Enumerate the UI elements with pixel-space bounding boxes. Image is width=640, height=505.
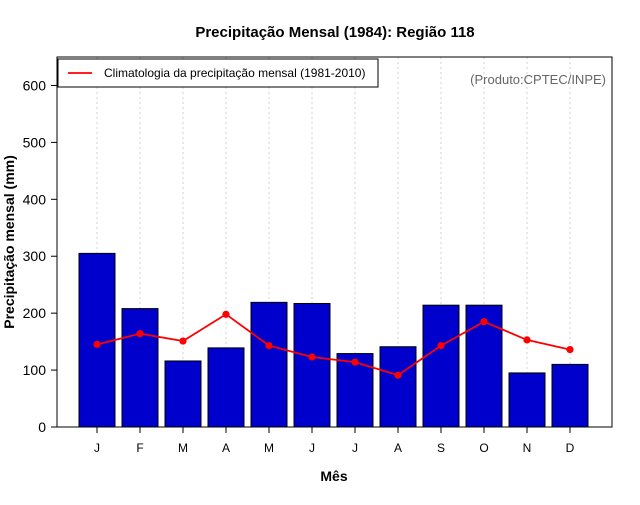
x-tick-label: M [178,441,188,455]
climatology-point [136,330,144,338]
chart-title: Precipitação Mensal (1984): Região 118 [195,24,474,41]
climatology-point [523,336,531,344]
y-tick-label: 400 [23,191,47,207]
x-tick-label: J [352,441,358,455]
bar-M [250,301,288,428]
x-tick-label: J [94,441,100,455]
x-tick-label: N [523,441,532,455]
x-tick-label: A [394,441,402,455]
bar-J [293,302,331,428]
climatology-point [222,310,230,318]
bar-M [164,360,202,428]
x-tick-label: A [222,441,230,455]
x-tick-label: J [309,441,315,455]
source-annotation: (Produto:CPTEC/INPE) [470,72,606,87]
climatology-point [308,353,316,361]
bar-A [207,347,245,428]
bar-D [551,363,589,428]
x-tick-label: O [479,441,488,455]
climatology-point [179,337,187,345]
legend-box [57,58,379,88]
y-axis-label: Precipitação mensal (mm) [1,155,17,329]
climatology-point [93,340,101,349]
x-tick-label: S [437,441,445,455]
y-tick-label: 200 [23,305,47,321]
y-tick-label: 600 [23,77,47,93]
bar-N [508,372,546,428]
legend-label: Climatologia da precipitação mensal (198… [104,66,365,80]
plot-frame [56,56,613,428]
climatology-point [480,318,488,326]
x-tick-label: F [136,441,143,455]
climatology-point [437,342,445,350]
y-tick-label: 100 [23,362,47,378]
bar-J [78,252,116,428]
y-axis: 0 100 200 300 400 500 600 [23,77,57,435]
climatology-series [93,310,574,379]
x-tick-label: D [566,441,575,455]
climatology-point [394,371,402,379]
grid-lines [96,57,571,427]
bars [78,252,589,428]
y-tick-label: 300 [23,248,47,264]
bar-F [121,308,159,428]
climatology-point [351,358,359,366]
climatology-line [96,313,571,377]
legend: Climatologia da precipitação mensal (198… [57,58,379,88]
climatology-point [566,345,574,354]
x-tick-label: M [264,441,274,455]
bar-S [422,304,460,428]
bar-A [379,346,417,428]
x-axis-label: Mês [320,468,347,484]
y-tick-label: 500 [23,134,47,150]
y-tick-label: 0 [38,419,46,435]
climatology-point [265,342,273,350]
